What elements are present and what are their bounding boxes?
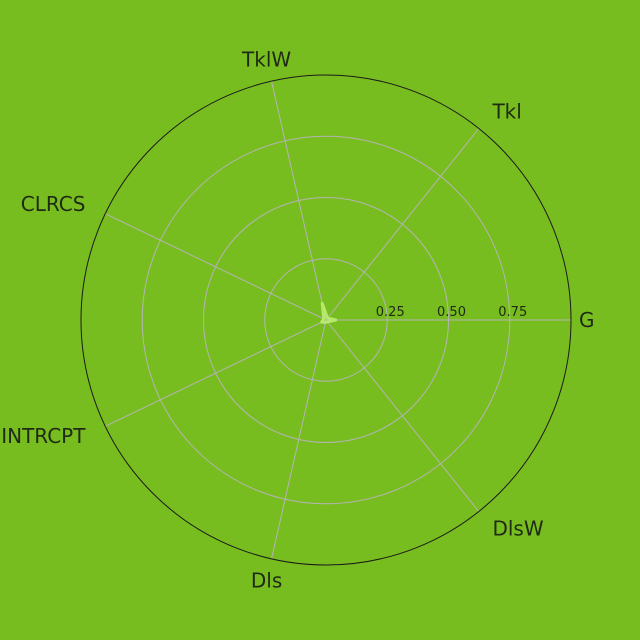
series-point-clrcs <box>322 317 325 321</box>
spoke-dlsw <box>325 319 480 512</box>
spoke-tkl <box>325 128 480 321</box>
axis-label-g: G <box>579 308 595 332</box>
axis-label-tklw: TklW <box>241 48 291 72</box>
series-point-dls <box>324 321 327 324</box>
radial-tick-label: 0.75 <box>498 305 527 320</box>
axis-label-dlsw: DlsW <box>492 517 543 541</box>
series-point-g <box>334 318 337 322</box>
spoke-clrcs <box>105 213 327 321</box>
grid-layer <box>80 74 572 566</box>
series-point-dlsw <box>326 320 329 324</box>
axis-label-tkl: Tkl <box>491 99 521 123</box>
series-layer <box>320 301 338 324</box>
radial-tick-label: 0.25 <box>376 305 405 320</box>
spoke-tklw <box>270 81 327 321</box>
radial-tick-label: 0.50 <box>437 305 466 320</box>
outer-ring <box>80 74 572 566</box>
series-point-tkl <box>326 316 329 320</box>
spoke-intrcpt <box>105 319 327 427</box>
label-layer: 0.25 0.50 0.75 G Tkl TklW CLRCS INTRCPT Dls DlsW <box>1 48 594 593</box>
axis-label-intrcpt: INTRCPT <box>1 424 86 448</box>
axis-label-clrcs: CLRCS <box>21 192 86 216</box>
series-point-intrcpt <box>320 320 323 324</box>
series-point-tklw <box>320 302 324 305</box>
spoke-dls <box>270 319 327 559</box>
axis-label-dls: Dls <box>251 568 282 592</box>
